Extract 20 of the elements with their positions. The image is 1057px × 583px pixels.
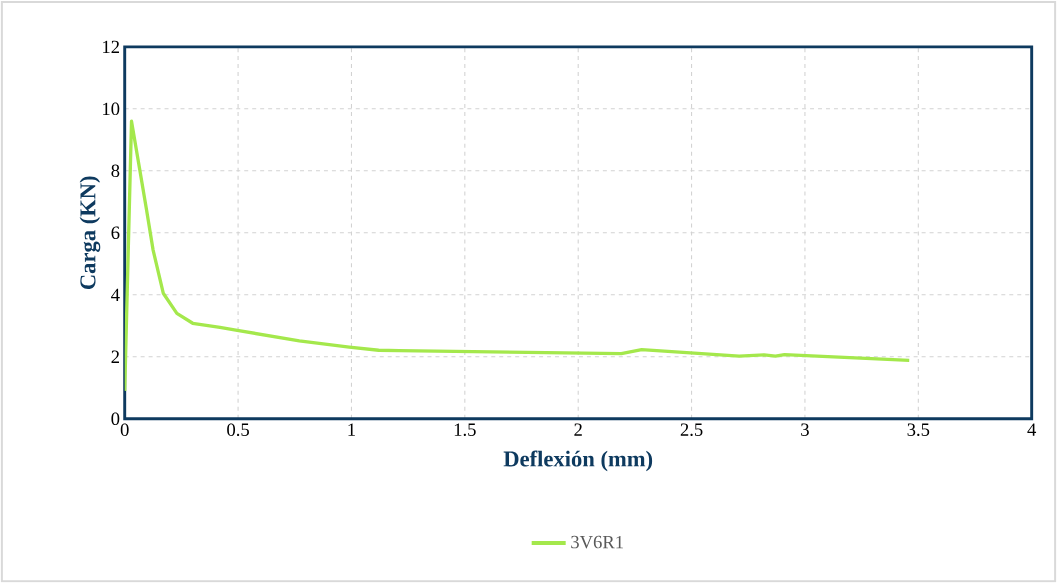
x-tick-label: 1: [348, 423, 355, 436]
x-tick-label: 2: [574, 423, 582, 436]
x-tick-label: 0: [120, 423, 129, 436]
x-tick-label: 0.5: [227, 423, 249, 436]
x-tick-label: 3: [801, 423, 809, 436]
y-tick-label: 6: [111, 226, 120, 239]
y-tick-label: 4: [111, 288, 120, 301]
x-tick-label: 2.5: [680, 423, 703, 436]
line-series: [124, 119, 911, 393]
y-tick-label: 12: [103, 40, 119, 53]
x-tick-label: 4: [1027, 423, 1037, 436]
y-tick-label: 2: [111, 350, 119, 363]
y-axis-title: Carga (KN): [79, 176, 101, 290]
y-tick-label: 8: [111, 164, 120, 178]
x-tick-label: 3.5: [907, 423, 930, 436]
legend-label: 3V6R1: [571, 535, 623, 549]
x-axis-title: Deflexión (mm): [503, 450, 653, 472]
x-tick-label: 1.5: [454, 423, 476, 436]
y-tick-label: 10: [103, 102, 120, 116]
y-tick-label: 0: [111, 412, 120, 425]
